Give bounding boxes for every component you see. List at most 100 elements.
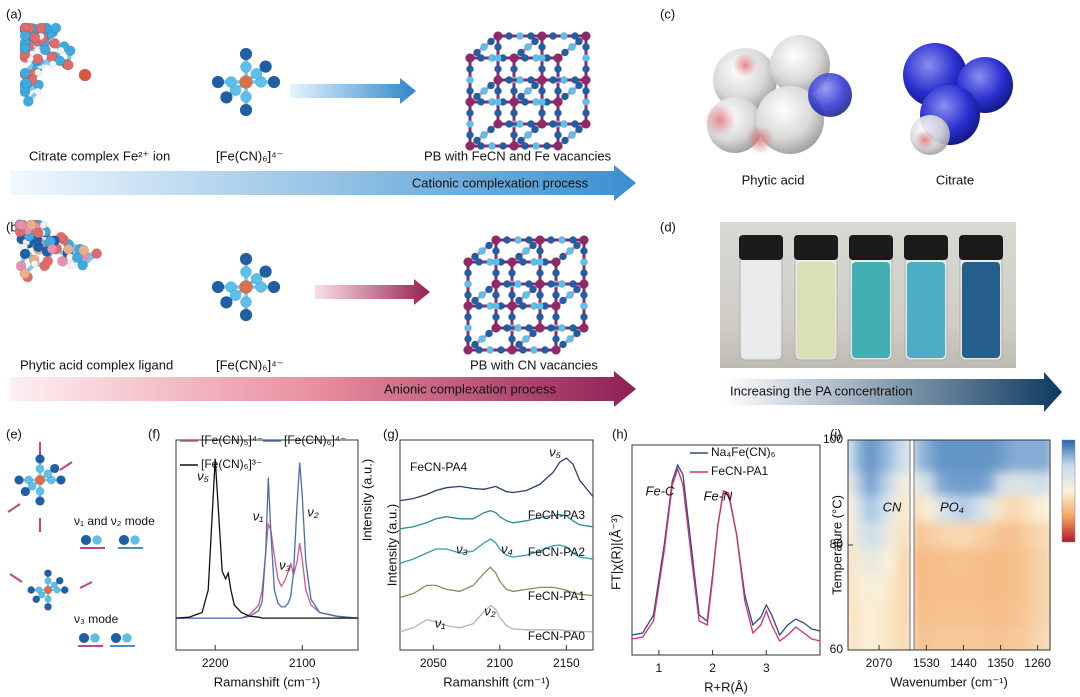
molecule — [14, 219, 102, 283]
annotation: ν₃ — [279, 557, 291, 572]
atom — [538, 54, 546, 62]
series-label: FeCN-PA2 — [528, 545, 585, 559]
annotation: ν₄ — [501, 541, 513, 556]
atom — [573, 285, 581, 294]
atom — [573, 329, 581, 338]
annotation: CN — [883, 499, 902, 514]
atom — [494, 87, 502, 95]
process-arrow — [10, 165, 636, 201]
atom — [250, 67, 263, 80]
atom — [531, 37, 539, 46]
atom — [50, 581, 58, 589]
atom — [531, 81, 539, 90]
atom — [582, 43, 590, 51]
vial — [794, 235, 838, 361]
atom — [34, 68, 42, 77]
atom — [240, 296, 252, 308]
atom — [510, 65, 518, 73]
atom — [560, 120, 568, 128]
vial-liquid — [962, 262, 1000, 358]
vial-cap — [959, 235, 1003, 260]
atom — [551, 257, 561, 267]
heatmap-segment — [914, 440, 1050, 650]
atom — [78, 68, 92, 82]
vial — [849, 235, 893, 361]
atom — [507, 345, 517, 355]
atom — [477, 54, 485, 62]
atom — [26, 219, 37, 231]
atom — [487, 125, 495, 134]
annotation: ν₃ — [456, 541, 468, 556]
arrow-text: Cationic complexation process — [412, 175, 589, 190]
atom — [29, 32, 41, 43]
axes-frame — [631, 444, 821, 656]
atom — [549, 32, 557, 40]
legend-label: [Fe(CN)₅]⁴⁻ — [201, 433, 263, 447]
atom — [464, 324, 472, 332]
axes-frame — [399, 439, 594, 651]
atom — [571, 120, 579, 128]
atom — [16, 219, 27, 231]
atom — [42, 255, 54, 267]
atom — [44, 595, 52, 603]
atom — [35, 486, 45, 496]
atom — [38, 591, 46, 599]
panel-label: (g) — [383, 426, 399, 441]
atom — [19, 67, 31, 79]
atom — [491, 235, 501, 245]
atom — [475, 346, 483, 354]
heatmap-segment — [848, 440, 910, 650]
atom — [560, 76, 568, 84]
atom — [553, 53, 563, 63]
x-tick-label: 1530 — [913, 656, 940, 670]
atom — [19, 268, 31, 279]
vial-liquid — [797, 262, 835, 358]
atom — [558, 236, 566, 244]
atom — [571, 32, 579, 40]
atom — [514, 324, 522, 332]
atom — [547, 324, 555, 332]
atom — [486, 346, 494, 354]
atom — [525, 324, 533, 332]
atom — [35, 22, 47, 34]
caption: PB with FeCN and Fe vacancies — [424, 148, 612, 163]
motion-arrow — [7, 503, 21, 513]
atom — [466, 65, 474, 73]
atom — [536, 313, 544, 321]
panel-label: (c) — [660, 6, 675, 21]
atom — [44, 569, 52, 578]
atom — [541, 346, 549, 354]
fecn-complex — [211, 252, 281, 322]
series-line — [399, 604, 594, 633]
atom — [569, 280, 577, 288]
atom — [492, 313, 500, 321]
fecn-complex — [14, 454, 66, 506]
atom — [57, 46, 65, 55]
atom — [569, 236, 577, 244]
atom — [554, 65, 562, 73]
atom — [34, 474, 46, 486]
annotation: ν₅ — [197, 468, 210, 483]
atom — [552, 269, 560, 277]
series-line — [631, 466, 821, 642]
atom — [536, 291, 544, 299]
atom — [55, 576, 64, 585]
caption: Phytic acid — [742, 172, 805, 187]
atom — [579, 279, 589, 289]
atom — [553, 141, 563, 151]
atom — [130, 535, 140, 545]
atom — [480, 131, 488, 139]
atom — [465, 53, 475, 63]
atom — [566, 291, 574, 299]
atom — [573, 241, 581, 250]
atom — [529, 285, 537, 294]
atom — [211, 75, 225, 89]
vial — [739, 235, 783, 361]
vial — [904, 235, 948, 361]
atom — [492, 291, 500, 299]
x-tick-label: 2100 — [486, 656, 513, 670]
annotation: ν₁ — [253, 508, 264, 523]
atom — [480, 87, 488, 95]
atom — [537, 75, 547, 85]
atom — [220, 296, 233, 309]
